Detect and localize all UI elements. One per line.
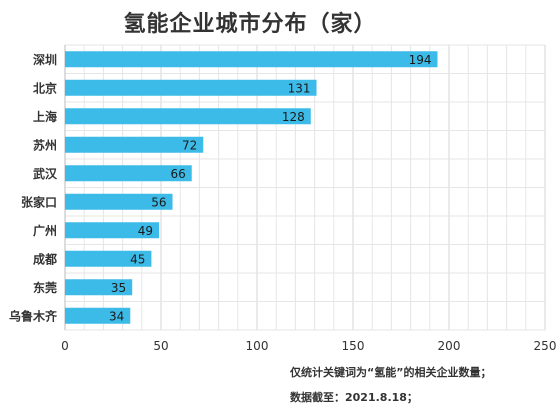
category-label: 武汉 <box>33 166 58 181</box>
category-label: 上海 <box>33 109 57 124</box>
bar-深圳 <box>65 51 438 68</box>
category-label: 北京 <box>33 80 57 95</box>
labels: 深圳 194 北京 131 上海 128 苏州 72 武汉 66 张家口 56 广州 49 成都 45 东莞 35… <box>9 52 556 353</box>
data-label: 194 <box>409 53 432 67</box>
category-label: 深圳 <box>33 52 57 67</box>
category-label: 苏州 <box>33 137 57 152</box>
bar-苏州 <box>65 136 204 153</box>
data-label: 66 <box>170 167 185 181</box>
data-label: 49 <box>138 224 153 238</box>
bar-上海 <box>65 108 311 125</box>
x-tick-label: 50 <box>153 339 168 353</box>
category-label: 广州 <box>33 223 57 238</box>
bar-张家口 <box>65 193 173 210</box>
data-label: 45 <box>130 252 145 266</box>
bar-广州 <box>65 222 160 239</box>
x-tick-label: 150 <box>342 339 365 353</box>
data-label: 128 <box>282 110 305 124</box>
bars <box>65 51 438 324</box>
chart-title: 氢能企业城市分布（家） <box>123 12 377 37</box>
data-label: 56 <box>151 195 166 209</box>
x-tick-label: 0 <box>61 339 69 353</box>
data-label: 35 <box>111 281 126 295</box>
data-label: 72 <box>182 138 197 152</box>
bar-东莞 <box>65 279 133 296</box>
category-label: 张家口 <box>21 194 57 209</box>
x-tick-label: 200 <box>438 339 461 353</box>
bar-成都 <box>65 250 152 267</box>
footnote-date: 数据截至：2021.8.18； <box>290 391 418 404</box>
data-label: 131 <box>288 81 311 95</box>
category-label: 成都 <box>33 251 57 266</box>
x-tick-label: 250 <box>534 339 557 353</box>
category-label: 乌鲁木齐 <box>9 308 58 323</box>
data-label: 34 <box>109 309 124 323</box>
category-label: 东莞 <box>33 280 57 295</box>
bar-武汉 <box>65 165 192 182</box>
footnote-scope: 仅统计关键词为“氢能”的相关企业数量； <box>290 366 492 379</box>
bar-北京 <box>65 79 317 96</box>
bar-乌鲁木齐 <box>65 307 131 324</box>
x-tick-label: 100 <box>246 339 269 353</box>
